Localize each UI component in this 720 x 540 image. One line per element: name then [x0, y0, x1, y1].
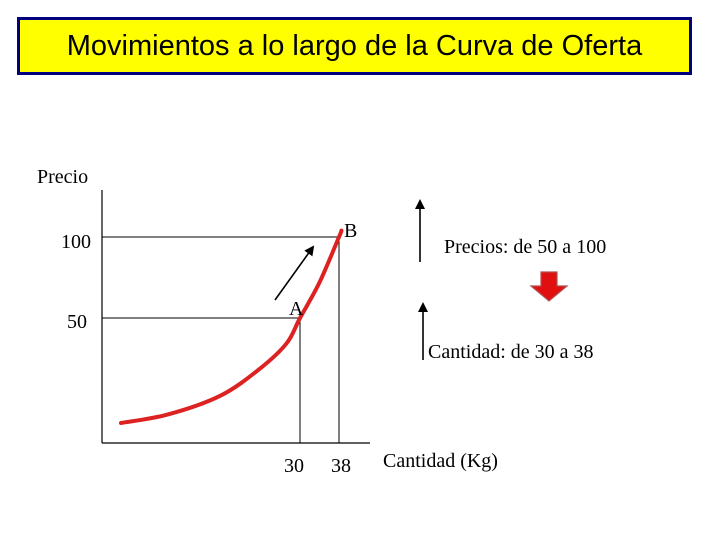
price-annotation: Precios: de 50 a 100	[444, 236, 606, 258]
y-tick-label-50: 50	[67, 311, 87, 333]
y-tick-label-100: 100	[61, 231, 91, 253]
movement-arrow	[274, 245, 315, 301]
down-arrow-icon	[529, 271, 569, 302]
point-label-b: B	[344, 220, 357, 242]
x-axis-label: Cantidad (Kg)	[383, 450, 498, 472]
x-tick-label-38: 38	[331, 455, 351, 477]
slide-title: Movimientos a lo largo de la Curva de Of…	[17, 17, 692, 75]
quantity-annotation: Cantidad: de 30 a 38	[428, 341, 594, 363]
x-tick-label-30: 30	[284, 455, 304, 477]
point-label-a: A	[289, 298, 304, 320]
y-axis-label: Precio	[37, 166, 88, 188]
supply-curve	[119, 228, 344, 425]
